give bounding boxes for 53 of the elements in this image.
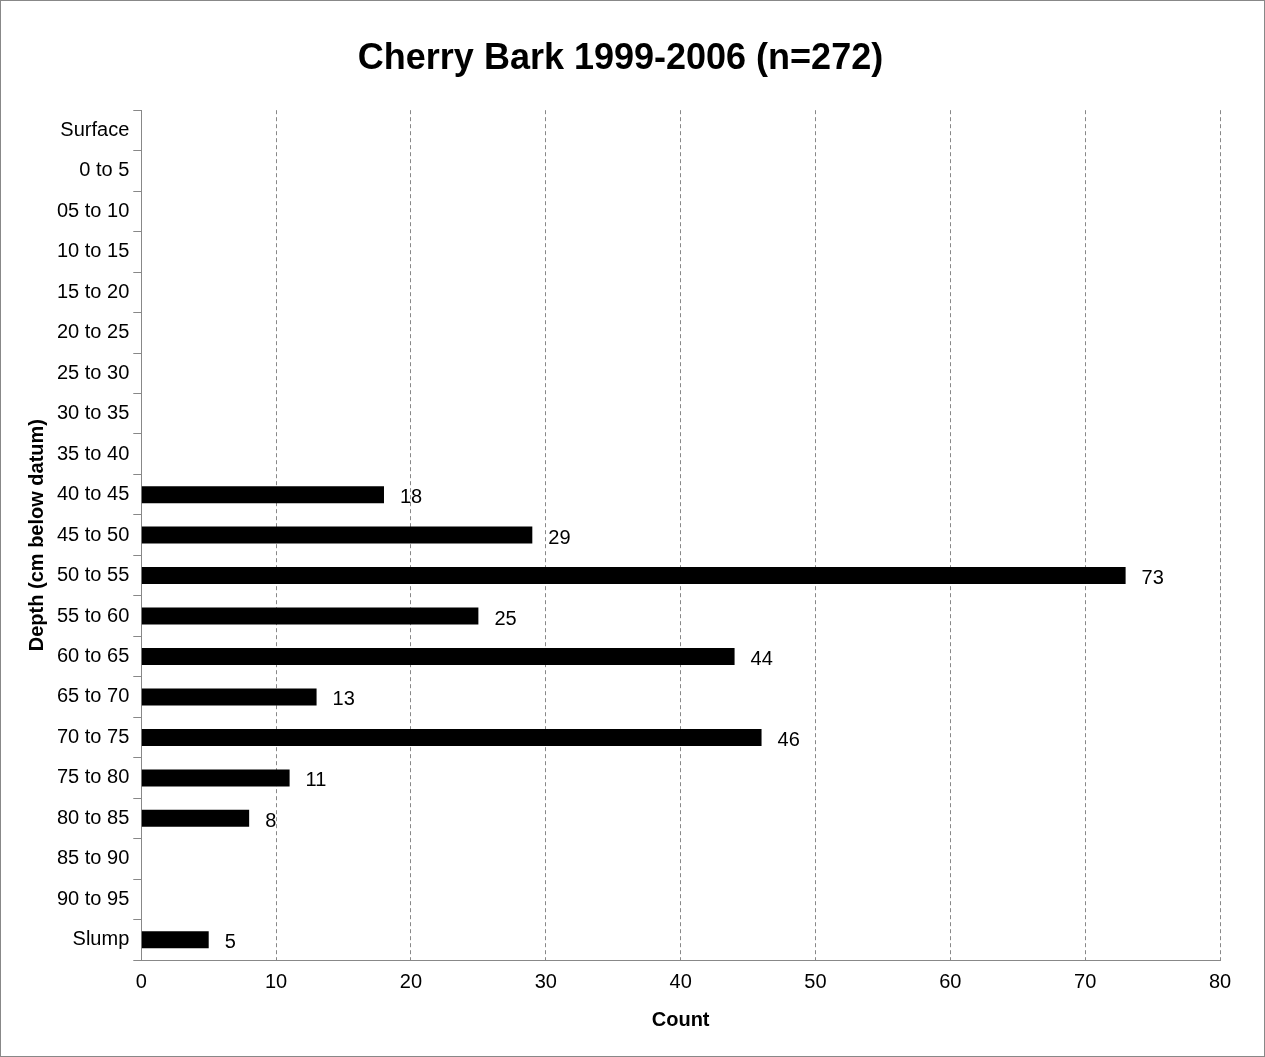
data-label: 11 (305, 768, 327, 791)
y-tick-label: 35 to 40 (56, 441, 130, 464)
y-tick-label: 75 to 80 (56, 765, 130, 788)
y-tick-label: 0 to 5 (79, 158, 130, 181)
chart-title: Cherry Bark 1999-2006 (n=272) (357, 35, 884, 77)
y-tick-label: 85 to 90 (56, 846, 130, 869)
bar (141, 728, 762, 746)
y-tick-label: 45 to 50 (56, 522, 130, 545)
x-tick-label: 40 (669, 969, 692, 992)
x-tick-label: 50 (804, 969, 827, 992)
x-tick-label: 60 (939, 969, 962, 992)
x-tick-label: 0 (135, 969, 147, 992)
x-tick-label: 70 (1074, 969, 1097, 992)
y-tick-label: 15 to 20 (56, 279, 130, 302)
x-tick-label: 30 (534, 969, 557, 992)
bar (141, 688, 317, 706)
data-label: 29 (548, 525, 571, 548)
bar (141, 607, 479, 625)
y-tick-label: 80 to 85 (56, 805, 130, 828)
data-label: 18 (400, 485, 423, 508)
data-label: 5 (224, 930, 236, 953)
x-axis-title: Count (651, 1007, 710, 1030)
y-tick-label: 90 to 95 (56, 886, 130, 909)
y-tick-label: 25 to 30 (56, 360, 130, 383)
bar (141, 769, 290, 787)
data-label: 46 (777, 727, 800, 750)
y-tick-label: 55 to 60 (56, 603, 130, 626)
bar (141, 931, 209, 949)
bar (141, 567, 1126, 585)
data-label: 13 (332, 687, 355, 710)
y-tick-label: 30 to 35 (56, 401, 130, 424)
y-tick-label: 65 to 70 (56, 684, 130, 707)
y-tick-label: 50 to 55 (56, 563, 130, 586)
bar (141, 486, 384, 504)
data-label: 44 (750, 647, 773, 670)
y-tick-label: 70 to 75 (56, 724, 130, 747)
y-tick-label: Surface (60, 117, 130, 140)
y-tick-label: 40 to 45 (56, 482, 130, 505)
y-axis-title: Depth (cm below datum) (24, 418, 47, 652)
y-tick-label: 60 to 65 (56, 644, 130, 667)
bar (141, 809, 250, 827)
bar (141, 648, 735, 665)
data-label: 25 (494, 606, 517, 629)
y-tick-label: 10 to 15 (56, 239, 130, 262)
data-label: 73 (1141, 566, 1164, 589)
y-tick-label: 05 to 10 (56, 198, 130, 221)
data-label: 8 (265, 808, 277, 831)
x-tick-label: 20 (399, 969, 423, 992)
x-tick-label: 10 (265, 969, 288, 992)
x-tick-label: 80 (1208, 969, 1232, 992)
y-tick-label: Slump (72, 927, 130, 950)
y-tick-label: 20 to 25 (56, 320, 130, 343)
bar (141, 526, 533, 544)
